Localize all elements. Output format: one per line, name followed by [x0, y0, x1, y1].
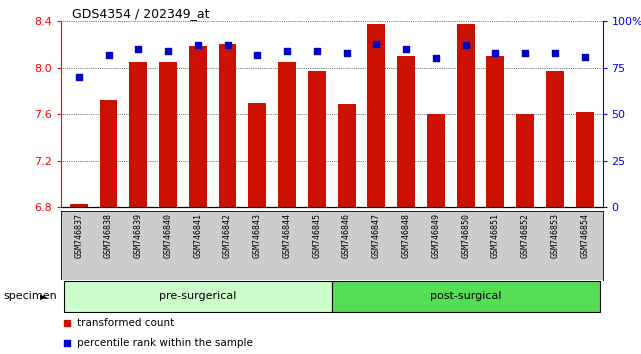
Point [342, 50, 352, 56]
Point [520, 50, 530, 56]
Text: GSM746840: GSM746840 [163, 213, 172, 258]
Point [103, 52, 113, 57]
Text: transformed count: transformed count [78, 318, 174, 328]
Bar [249, 103, 266, 207]
Point [133, 46, 144, 52]
Text: percentile rank within the sample: percentile rank within the sample [78, 338, 253, 348]
Text: GSM746845: GSM746845 [312, 213, 321, 258]
Point [401, 46, 412, 52]
Bar [99, 100, 117, 207]
Text: GSM746842: GSM746842 [223, 213, 232, 258]
FancyBboxPatch shape [64, 281, 332, 312]
Point [222, 42, 233, 48]
Text: GSM746848: GSM746848 [402, 213, 411, 258]
Text: GSM746850: GSM746850 [461, 213, 470, 258]
Point [490, 50, 501, 56]
Point [312, 48, 322, 54]
Point [550, 50, 560, 56]
FancyBboxPatch shape [332, 281, 599, 312]
Text: ►: ► [40, 291, 48, 302]
Text: specimen: specimen [3, 291, 57, 302]
Bar [367, 24, 385, 207]
Text: GSM746853: GSM746853 [551, 213, 560, 258]
Point [62, 340, 72, 346]
Point [431, 56, 441, 61]
Bar [219, 45, 237, 207]
Text: GSM746841: GSM746841 [194, 213, 203, 258]
Point [282, 48, 292, 54]
Text: GSM746839: GSM746839 [134, 213, 143, 258]
Text: GSM746851: GSM746851 [491, 213, 500, 258]
Text: GSM746843: GSM746843 [253, 213, 262, 258]
Text: pre-surgerical: pre-surgerical [159, 291, 237, 302]
Bar [189, 46, 206, 207]
Point [193, 42, 203, 48]
Bar [576, 112, 594, 207]
Bar [338, 104, 356, 207]
Bar [516, 114, 534, 207]
Bar [278, 62, 296, 207]
Bar [427, 114, 445, 207]
Bar [308, 71, 326, 207]
Point [62, 320, 72, 326]
Point [252, 52, 262, 57]
Text: GSM746844: GSM746844 [283, 213, 292, 258]
Text: post-surgical: post-surgical [430, 291, 501, 302]
Bar [129, 62, 147, 207]
Text: GSM746846: GSM746846 [342, 213, 351, 258]
Point [74, 74, 84, 80]
Text: GSM746837: GSM746837 [74, 213, 83, 258]
Text: GSM746838: GSM746838 [104, 213, 113, 258]
Bar [456, 24, 474, 207]
Bar [546, 71, 564, 207]
Bar [159, 62, 177, 207]
Text: GSM746854: GSM746854 [580, 213, 589, 258]
Text: GSM746849: GSM746849 [431, 213, 440, 258]
Text: GSM746852: GSM746852 [520, 213, 529, 258]
Point [371, 41, 381, 46]
Bar [70, 204, 88, 207]
Point [163, 48, 173, 54]
Text: GSM746847: GSM746847 [372, 213, 381, 258]
Point [460, 42, 470, 48]
Bar [397, 56, 415, 207]
Point [579, 54, 590, 59]
Bar [487, 56, 504, 207]
Text: GDS4354 / 202349_at: GDS4354 / 202349_at [72, 7, 209, 20]
